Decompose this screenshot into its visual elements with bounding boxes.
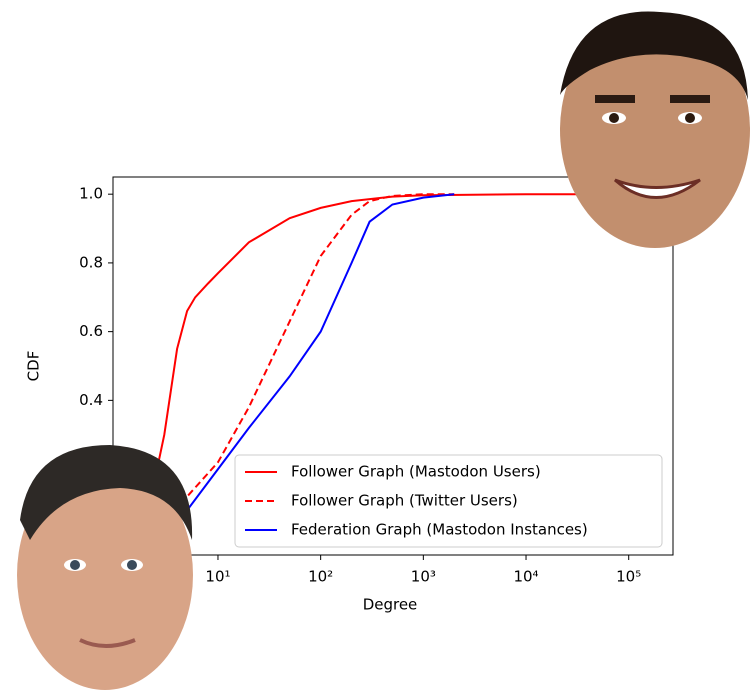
- plot-frame: [112, 176, 674, 556]
- face-bottom-left: [17, 445, 193, 690]
- x-tick-label: 10⁴: [513, 568, 538, 586]
- x-tick-label: 10³: [411, 568, 436, 586]
- x-tick-label: 10²: [308, 568, 333, 586]
- y-axis-label: CDF: [25, 351, 43, 382]
- legend: Follower Graph (Mastodon Users) Follower …: [234, 454, 663, 548]
- face-overlays: [17, 11, 750, 690]
- x-axis-label: Degree: [363, 596, 418, 614]
- legend-label: Follower Graph (Twitter Users): [291, 492, 518, 510]
- x-tick-label: 10¹: [205, 568, 230, 586]
- legend-label: Follower Graph (Mastodon Users): [291, 463, 541, 481]
- legend-label: Federation Graph (Mastodon Instances): [291, 521, 588, 539]
- y-tick-label: 1.0: [79, 185, 103, 203]
- face-top-right: [560, 11, 750, 248]
- y-tick-label: 0.6: [79, 322, 103, 340]
- cdf-line: [163, 193, 455, 536]
- x-tick-label: 10⁵: [616, 568, 641, 586]
- y-tick-label: 0.8: [79, 253, 103, 271]
- y-tick-label: 0.4: [79, 391, 103, 409]
- legend-box: [234, 454, 663, 548]
